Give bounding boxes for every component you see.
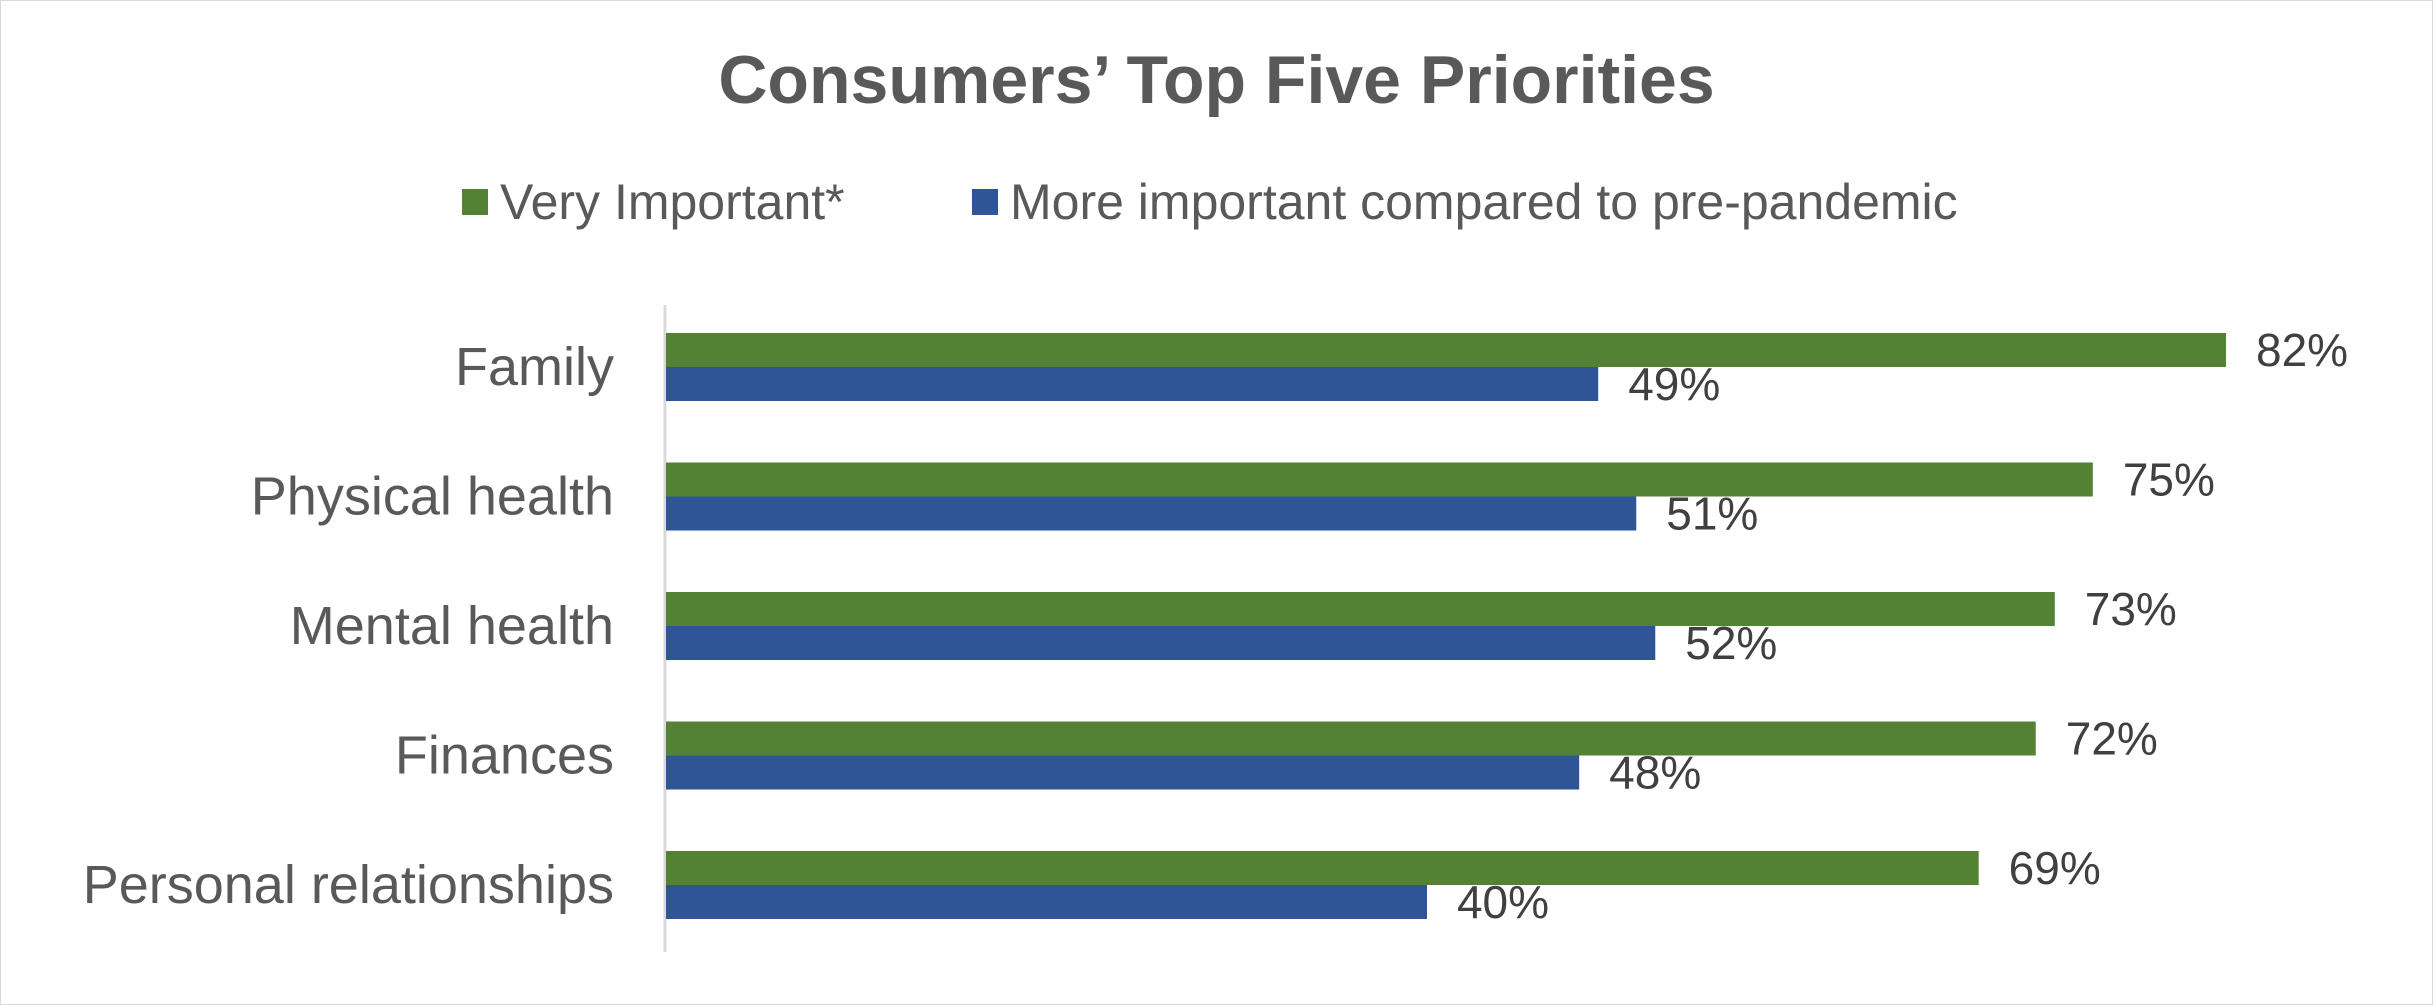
category-label-family: Family bbox=[455, 337, 614, 397]
data-label-mental-health-very-important: 73% bbox=[2085, 583, 2177, 635]
category-label-mental-health: Mental health bbox=[290, 596, 614, 656]
legend-entry-very-important: Very Important* bbox=[462, 170, 845, 234]
data-label-physical-health-more-important: 51% bbox=[1666, 488, 1758, 540]
bar-family-very-important bbox=[666, 333, 2226, 367]
data-label-physical-health-very-important: 75% bbox=[2123, 454, 2215, 506]
bar-family-more-important bbox=[666, 367, 1599, 401]
legend-entry-more-important: More important compared to pre-pandemic bbox=[972, 170, 1958, 234]
chart-title: Consumers’ Top Five Priorities bbox=[718, 42, 1715, 118]
data-label-family-more-important: 49% bbox=[1628, 358, 1720, 410]
legend-label-more-important: More important compared to pre-pandemic bbox=[1010, 174, 1958, 230]
data-label-family-very-important: 82% bbox=[2256, 324, 2348, 376]
data-label-mental-health-more-important: 52% bbox=[1685, 617, 1777, 669]
category-label-finances: Finances bbox=[395, 726, 614, 786]
data-label-finances-more-important: 48% bbox=[1609, 747, 1701, 799]
bar-personal-relationships-very-important bbox=[666, 851, 1979, 885]
bar-mental-health-more-important bbox=[666, 626, 1656, 660]
legend-label-very-important: Very Important* bbox=[500, 174, 845, 230]
category-label-personal-relationships: Personal relationships bbox=[83, 855, 614, 915]
bar-finances-very-important bbox=[666, 721, 2036, 756]
category-label-physical-health: Physical health bbox=[251, 467, 614, 527]
data-label-personal-relationships-very-important: 69% bbox=[2009, 842, 2101, 894]
bar-finances-more-important bbox=[666, 755, 1580, 790]
data-label-finances-very-important: 72% bbox=[2066, 713, 2158, 765]
bar-physical-health-more-important bbox=[666, 496, 1637, 531]
bar-personal-relationships-more-important bbox=[666, 885, 1427, 919]
legend-swatch-more-important bbox=[972, 189, 998, 215]
bar-physical-health-very-important bbox=[666, 462, 2093, 497]
data-label-personal-relationships-more-important: 40% bbox=[1457, 876, 1549, 928]
bar-mental-health-very-important bbox=[666, 592, 2055, 626]
legend-swatch-very-important bbox=[462, 189, 488, 215]
